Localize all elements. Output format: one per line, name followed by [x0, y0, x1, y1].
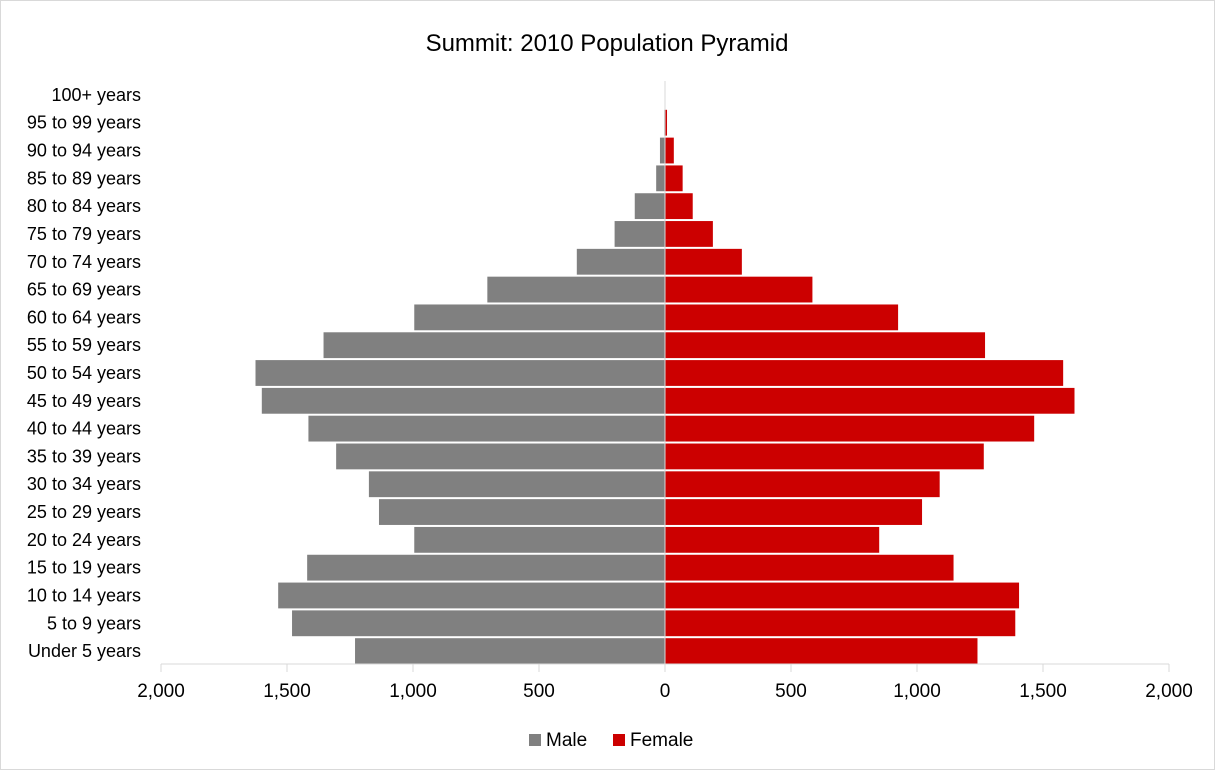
bar-female-20-to-24-years [665, 526, 880, 553]
y-tick-label: 45 to 49 years [27, 391, 141, 411]
bar-male-45-to-49-years [261, 387, 665, 414]
bar-male-65-to-69-years [487, 276, 665, 303]
y-tick-label: 70 to 74 years [27, 252, 141, 272]
bar-male-10-to-14-years [278, 582, 665, 609]
bar-female-65-to-69-years [665, 276, 813, 303]
bar-male-75-to-79-years [614, 221, 665, 247]
y-tick-labels: Under 5 years 5 to 9 years 10 to 14 years 1… [27, 85, 141, 661]
y-tick-label: 60 to 64 years [27, 307, 141, 327]
bar-female-40-to-44-years [665, 415, 1035, 442]
bars-group [255, 109, 1075, 664]
y-tick-label: 100+ years [51, 85, 141, 105]
bar-female-5-to-9-years [665, 610, 1016, 637]
y-tick-label: 25 to 29 years [27, 502, 141, 522]
x-tick-label: 0 [660, 681, 671, 702]
y-tick-label: 15 to 19 years [27, 558, 141, 578]
bar-female-95-to-99-years [665, 109, 668, 136]
x-tick-label: 1,500 [1019, 681, 1067, 702]
bar-female-10-to-14-years [665, 582, 1020, 609]
y-tick-label: 80 to 84 years [27, 196, 141, 216]
bar-male-80-to-84-years [634, 193, 665, 220]
bar-female-25-to-29-years [665, 499, 923, 525]
x-axis: 2,000 1,500 1,000 500 0 500 1,000 1,500 2,000 [137, 81, 1193, 702]
bar-female-50-to-54-years [665, 360, 1064, 386]
bar-male-5-to-9-years [292, 610, 665, 637]
y-tick-label: 5 to 9 years [47, 613, 141, 633]
x-tick-label: 1,000 [389, 681, 437, 702]
bar-male-20-to-24-years [414, 526, 665, 553]
y-tick-label: 10 to 14 years [27, 585, 141, 605]
bar-female-90-to-94-years [665, 137, 674, 164]
y-tick-label: 65 to 69 years [27, 280, 141, 300]
x-tick-label: 500 [523, 681, 555, 702]
bar-male-60-to-64-years [414, 304, 665, 331]
bar-male-15-to-19-years [307, 554, 665, 581]
y-tick-label: 40 to 44 years [27, 419, 141, 439]
legend-label-female: Female [630, 730, 693, 751]
bar-female-55-to-59-years [665, 332, 986, 359]
bar-female-under-5-years [665, 638, 978, 664]
bar-male-35-to-39-years [336, 443, 665, 470]
y-tick-label: Under 5 years [28, 641, 141, 661]
legend-swatch-female [613, 734, 625, 746]
bar-male-70-to-74-years [576, 248, 665, 275]
bar-male-85-to-89-years [656, 165, 665, 192]
y-tick-label: 90 to 94 years [27, 141, 141, 161]
y-tick-label: 35 to 39 years [27, 446, 141, 466]
x-tick-label: 2,000 [1145, 681, 1193, 702]
x-tick-label: 2,000 [137, 681, 185, 702]
chart-title: Summit: 2010 Population Pyramid [426, 30, 789, 57]
bar-female-85-to-89-years [665, 165, 683, 192]
bar-female-35-to-39-years [665, 443, 984, 470]
x-tick-label: 1,500 [263, 681, 311, 702]
bar-female-75-to-79-years [665, 221, 713, 247]
bar-male-40-to-44-years [308, 415, 665, 442]
bar-female-60-to-64-years [665, 304, 899, 331]
legend: Male Female [529, 730, 693, 751]
bar-female-15-to-19-years [665, 554, 954, 581]
legend-label-male: Male [546, 730, 587, 751]
bar-male-50-to-54-years [255, 360, 665, 386]
bar-male-55-to-59-years [323, 332, 665, 359]
y-tick-label: 95 to 99 years [27, 113, 141, 133]
bar-female-80-to-84-years [665, 193, 693, 220]
bar-female-45-to-49-years [665, 387, 1075, 414]
x-tick-label: 500 [775, 681, 807, 702]
y-tick-label: 20 to 24 years [27, 530, 141, 550]
y-tick-label: 85 to 89 years [27, 168, 141, 188]
y-tick-label: 75 to 79 years [27, 224, 141, 244]
y-tick-label: 55 to 59 years [27, 335, 141, 355]
bar-female-70-to-74-years [665, 248, 742, 275]
legend-swatch-male [529, 734, 541, 746]
y-tick-label: 50 to 54 years [27, 363, 141, 383]
bar-male-90-to-94-years [659, 137, 665, 164]
x-tick-label: 1,000 [893, 681, 941, 702]
bar-female-30-to-34-years [665, 471, 940, 498]
bar-male-30-to-34-years [368, 471, 665, 498]
bar-male-under-5-years [355, 638, 665, 664]
y-tick-label: 30 to 34 years [27, 474, 141, 494]
bar-male-25-to-29-years [378, 499, 665, 525]
